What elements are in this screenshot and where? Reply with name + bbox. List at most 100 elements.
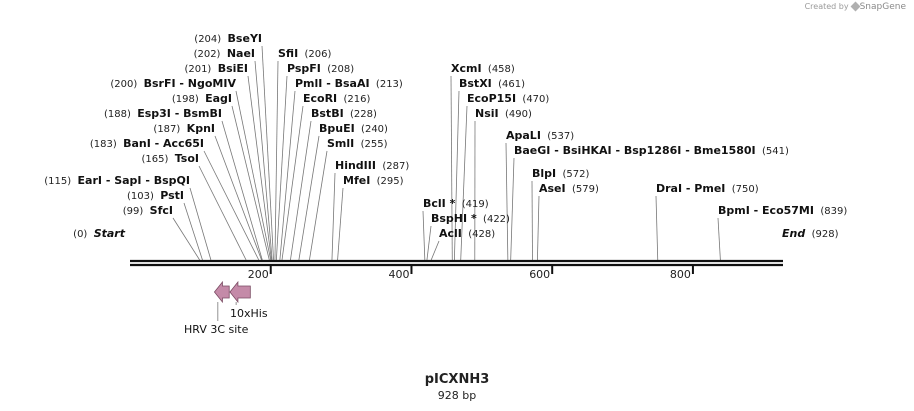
site-label: (198) EagI — [172, 92, 232, 105]
site-label: (183) BanI - Acc65I — [90, 137, 204, 150]
site-position: (183) — [90, 139, 123, 150]
site-position: (295) — [370, 176, 403, 187]
backbone — [130, 259, 783, 267]
site-name: ApaLI — [506, 129, 541, 142]
site-name: BaeGI - BsiHKAI - Bsp1286I - Bme1580I — [514, 144, 756, 157]
site-leader — [290, 120, 312, 261]
site-position: (458) — [482, 64, 515, 75]
site-position: (216) — [337, 94, 370, 105]
site-label: BstBI (228) — [311, 107, 377, 120]
site-position: (204) — [194, 34, 227, 45]
site-leader — [203, 150, 260, 261]
site-leader — [460, 105, 468, 261]
site-leader — [172, 217, 201, 261]
site-label: NsiI (490) — [475, 107, 532, 120]
site-name: EcoRI — [303, 92, 337, 105]
site-position: (750) — [725, 184, 758, 195]
site-leader — [450, 75, 453, 261]
site-name: SmlI — [327, 137, 354, 150]
site-label: BclI * (419) — [423, 197, 489, 210]
site-label: (187) KpnI — [153, 122, 215, 135]
plasmid-length: 928 bp — [437, 389, 477, 402]
site-leader — [189, 187, 212, 261]
site-label: (200) BsrFI - NgoMIV — [110, 77, 236, 90]
site-position: (240) — [355, 124, 388, 135]
watermark-text: Created by — [804, 2, 849, 11]
site-label: (201) BsiEI — [184, 62, 248, 75]
site-label: (202) NaeI — [194, 47, 255, 60]
site-leader — [422, 210, 426, 261]
feature-arrow — [213, 280, 230, 304]
site-position: (839) — [814, 206, 847, 217]
site-name: BanI - Acc65I — [123, 137, 204, 150]
site-label: AclI (428) — [439, 227, 495, 240]
site-label: (188) Esp3I - BsmBI — [104, 107, 222, 120]
site-leader — [298, 135, 320, 261]
site-label: BstXI (461) — [459, 77, 525, 90]
site-position: (99) — [123, 206, 150, 217]
site-leader — [254, 60, 273, 261]
site-leader — [221, 120, 263, 261]
site-name: Esp3I - BsmBI — [137, 107, 222, 120]
site-position: (187) — [153, 124, 186, 135]
site-name: TsoI — [175, 152, 199, 165]
site-label: EcoP15I (470) — [467, 92, 549, 105]
site-name: AseI — [539, 182, 566, 195]
site-label: (115) EarI - SapI - BspQI — [44, 174, 190, 187]
site-position: (206) — [298, 49, 331, 60]
site-position: (287) — [376, 161, 409, 172]
site-position: (579) — [566, 184, 599, 195]
site-position: (419) — [455, 199, 488, 210]
site-name: BspHI — [431, 212, 467, 225]
site-name: PspFI — [287, 62, 321, 75]
site-leader — [275, 75, 288, 261]
site-position: (541) — [756, 146, 789, 157]
site-name: BsrFI - NgoMIV — [144, 77, 237, 90]
ruler-ticks: 200 400 600 800 — [248, 266, 694, 281]
site-name: BsiEI — [218, 62, 248, 75]
site-leader — [510, 157, 515, 261]
site-label: (165) TsoI — [142, 152, 200, 165]
site-label: (204) BseYI — [194, 32, 262, 45]
site-label: BpuEI (240) — [319, 122, 388, 135]
site-leader — [337, 187, 344, 261]
site-name: EagI — [205, 92, 232, 105]
site-name: MfeI — [343, 174, 370, 187]
site-name: XcmI — [451, 62, 482, 75]
site-name: PstI — [160, 189, 184, 202]
site-position: (202) — [194, 49, 227, 60]
site-name: BpmI - Eco57MI — [718, 204, 814, 217]
site-leader — [426, 225, 432, 261]
site-position: (103) — [127, 191, 160, 202]
feature-label: HRV 3C site — [184, 323, 249, 336]
site-leader — [655, 195, 659, 261]
ruler-tick-label: 400 — [388, 268, 409, 281]
features: HRV 3C site 10xHis — [184, 280, 268, 336]
site-leader — [183, 202, 203, 261]
site-leader — [331, 172, 336, 261]
site-star: * — [446, 197, 456, 210]
ruler-tick-label: 200 — [248, 268, 269, 281]
site-position: (115) — [44, 176, 77, 187]
site-position: (470) — [516, 94, 549, 105]
watermark: Created by SnapGene — [804, 1, 906, 12]
site-position: (201) — [184, 64, 217, 75]
site-leader — [453, 90, 460, 261]
site-name: BstBI — [311, 107, 344, 120]
site-leader — [274, 60, 279, 261]
site-label: AseI (579) — [539, 182, 599, 195]
site-leader — [537, 195, 540, 261]
site-position: (165) — [142, 154, 175, 165]
site-label: ApaLI (537) — [506, 129, 574, 142]
site-name: NaeI — [227, 47, 255, 60]
site-leader — [309, 150, 328, 261]
site-label: BaeGI - BsiHKAI - Bsp1286I - Bme1580I (5… — [514, 144, 789, 157]
site-label: (99) SfcI — [123, 204, 173, 217]
site-label: PmlI - BsaAI (213) — [295, 77, 403, 90]
site-name: BstXI — [459, 77, 492, 90]
site-name: AclI — [439, 227, 462, 240]
site-leader — [214, 135, 262, 261]
site-name: KpnI — [187, 122, 215, 135]
plasmid-name: pICXNH3 — [424, 372, 490, 387]
site-label: SmlI (255) — [327, 137, 388, 150]
